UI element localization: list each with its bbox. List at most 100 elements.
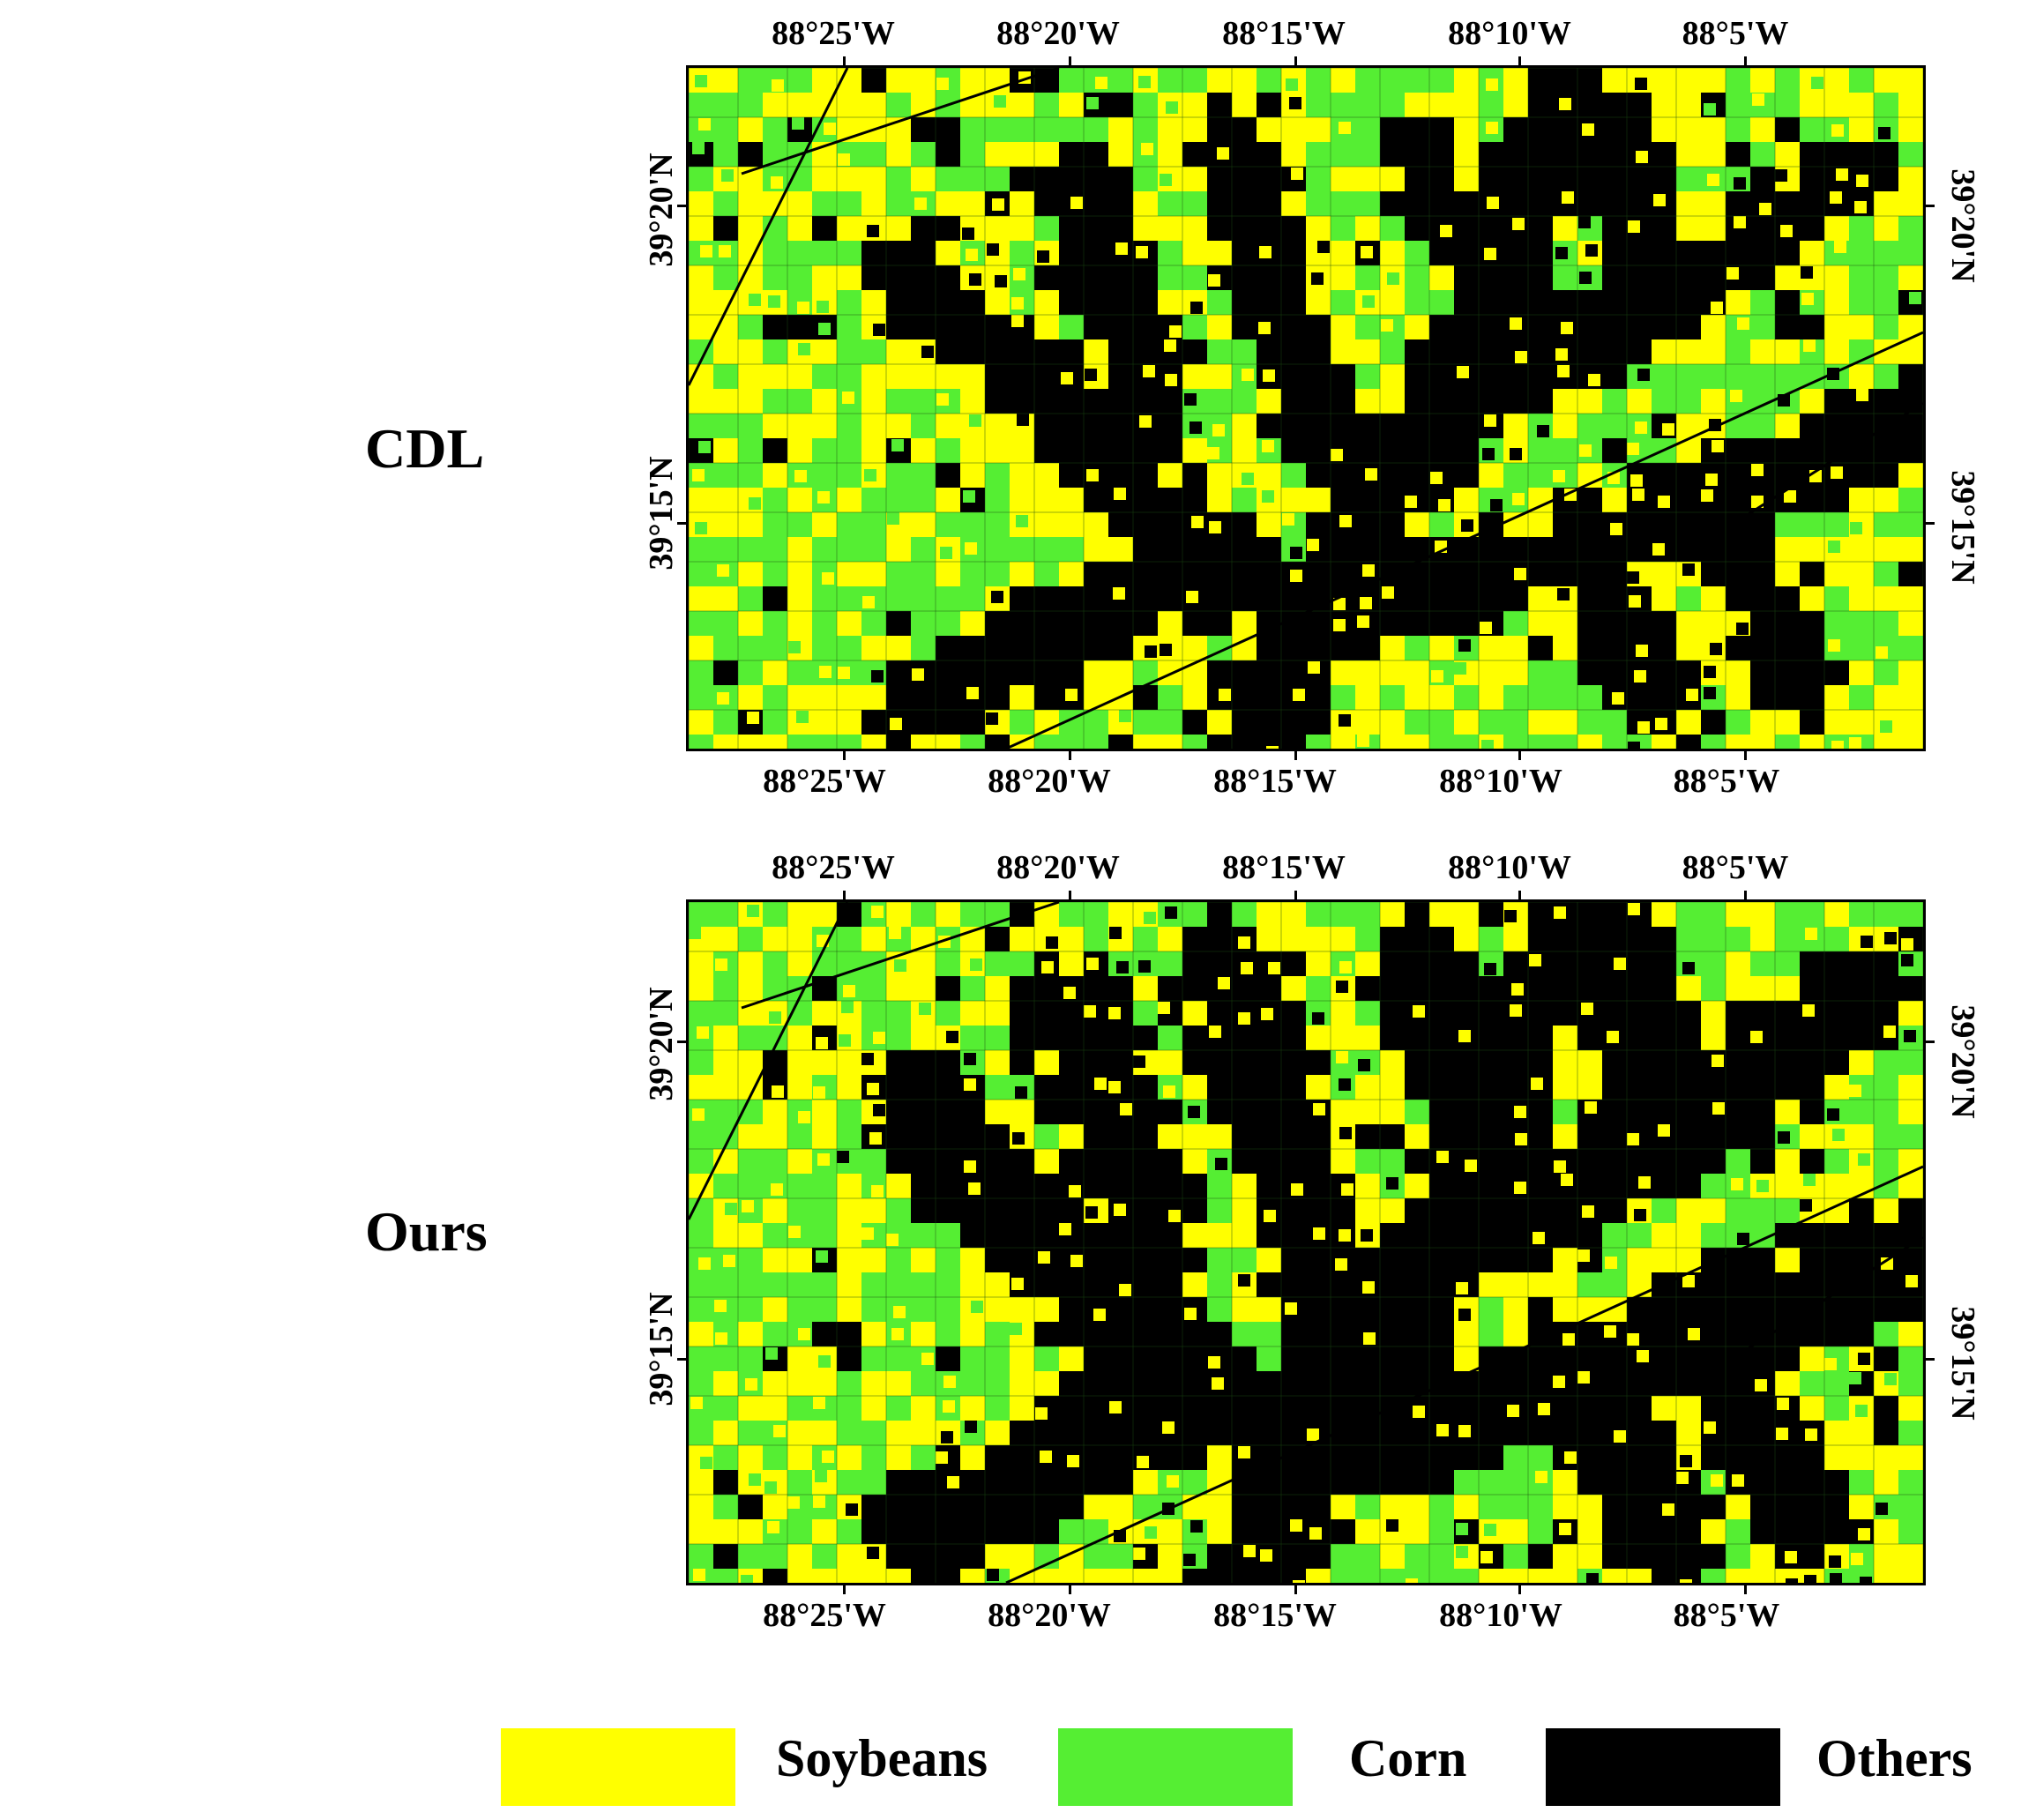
land-cover-speckle	[1858, 1153, 1870, 1166]
land-cover-speckle	[893, 1306, 906, 1318]
land-cover-speckle	[1511, 983, 1524, 996]
land-cover-cell	[1824, 927, 1849, 951]
land-cover-cell	[1158, 1445, 1182, 1470]
land-cover-speckle	[1486, 122, 1498, 134]
land-cover-speckle	[1262, 490, 1274, 503]
land-cover-speckle	[739, 1403, 751, 1415]
land-cover-cell	[1503, 364, 1528, 389]
land-cover-speckle	[1611, 566, 1623, 578]
land-cover-speckle	[1312, 1012, 1324, 1025]
land-cover-cell	[1701, 1445, 1726, 1470]
land-cover-cell	[1479, 93, 1503, 117]
land-cover-speckle	[692, 469, 705, 481]
land-cover-speckle	[690, 620, 703, 632]
land-cover-speckle	[873, 1104, 885, 1116]
land-cover-cell	[1701, 976, 1726, 1001]
land-cover-cell	[1405, 1100, 1429, 1124]
land-cover-cell	[1602, 68, 1627, 93]
land-cover-cell	[1182, 117, 1207, 142]
land-cover-cell	[1034, 611, 1059, 636]
land-cover-cell	[1553, 1001, 1577, 1026]
land-cover-speckle	[1361, 346, 1374, 358]
land-cover-cell	[886, 611, 911, 636]
land-cover-cell	[1874, 1272, 1898, 1297]
land-cover-speckle	[966, 249, 978, 261]
land-cover-cell	[1775, 1346, 1800, 1371]
land-cover-speckle	[1391, 1544, 1404, 1556]
land-cover-cell	[1701, 315, 1726, 339]
land-cover-cell	[1257, 660, 1281, 685]
land-cover-speckle	[1367, 415, 1379, 428]
land-cover-speckle	[873, 324, 885, 336]
land-cover-cell	[985, 1198, 1010, 1223]
land-cover-cell	[911, 1050, 936, 1075]
land-cover-speckle	[1238, 1446, 1250, 1458]
land-cover-cell	[1800, 1544, 1824, 1569]
land-cover-cell	[1306, 1346, 1331, 1371]
land-cover-cell	[1034, 290, 1059, 315]
land-cover-speckle	[1579, 272, 1592, 284]
land-cover-speckle	[1876, 1503, 1888, 1515]
land-cover-speckle	[891, 1328, 904, 1340]
land-cover-cell	[985, 1371, 1010, 1396]
land-cover-speckle	[1260, 1549, 1272, 1562]
land-cover-cell	[1405, 241, 1429, 265]
land-cover-cell	[985, 537, 1010, 562]
land-cover-speckle	[1682, 962, 1695, 974]
land-cover-cell	[1355, 685, 1380, 710]
land-cover-cell	[960, 586, 985, 611]
land-cover-cell	[1108, 902, 1133, 927]
land-cover-speckle	[1657, 1550, 1669, 1563]
land-cover-cell	[1034, 117, 1059, 142]
land-cover-speckle	[1704, 666, 1716, 678]
bottom-panel-top-lon-tick: 88°10'W	[1448, 849, 1571, 886]
land-cover-cell	[1108, 463, 1133, 488]
land-cover-cell	[1898, 562, 1923, 586]
land-cover-cell	[1701, 241, 1726, 265]
land-cover-cell	[1281, 1495, 1306, 1519]
land-cover-speckle	[1731, 1178, 1743, 1190]
land-cover-cell	[1874, 562, 1898, 586]
land-cover-cell	[1503, 241, 1528, 265]
land-cover-cell	[1257, 586, 1281, 611]
land-cover-speckle	[841, 1001, 854, 1013]
land-cover-cell	[1849, 463, 1874, 488]
land-cover-cell	[1010, 1421, 1034, 1445]
land-cover-cell	[1331, 463, 1355, 488]
land-cover-speckle	[1851, 1553, 1863, 1565]
land-cover-cell	[1577, 1322, 1602, 1346]
land-cover-cell	[1602, 1346, 1627, 1371]
land-cover-cell	[689, 710, 713, 735]
land-cover-cell	[1528, 389, 1553, 414]
land-cover-speckle	[861, 1227, 874, 1240]
land-cover-speckle	[1564, 1451, 1577, 1464]
land-cover-cell	[1207, 241, 1232, 265]
land-cover-cell	[713, 265, 738, 290]
land-cover-cell	[689, 1544, 713, 1569]
land-cover-speckle	[1636, 645, 1648, 657]
land-cover-speckle	[1637, 721, 1650, 734]
land-cover-cell	[1454, 1569, 1479, 1583]
land-cover-cell	[1602, 1198, 1627, 1223]
land-cover-cell	[1652, 611, 1676, 636]
land-cover-speckle	[1034, 1182, 1047, 1194]
land-cover-cell	[960, 1223, 985, 1248]
land-cover-cell	[812, 1124, 837, 1149]
land-cover-cell	[1898, 339, 1923, 364]
land-cover-speckle	[1554, 930, 1566, 943]
land-cover-cell	[911, 1026, 936, 1050]
axis-tick-mark	[1069, 1585, 1071, 1594]
land-cover-speckle	[837, 1151, 849, 1163]
land-cover-speckle	[1883, 496, 1896, 508]
land-cover-cell	[1084, 927, 1108, 951]
land-cover-cell	[1874, 290, 1898, 315]
land-cover-cell	[1257, 1519, 1281, 1544]
land-cover-cell	[1479, 339, 1503, 364]
land-cover-speckle	[817, 301, 829, 313]
land-cover-cell	[763, 1544, 787, 1569]
land-cover-cell	[1158, 562, 1182, 586]
land-cover-cell	[1133, 1470, 1158, 1495]
land-cover-cell	[1429, 1124, 1454, 1149]
land-cover-cell	[985, 117, 1010, 142]
land-cover-cell	[1034, 1470, 1059, 1495]
